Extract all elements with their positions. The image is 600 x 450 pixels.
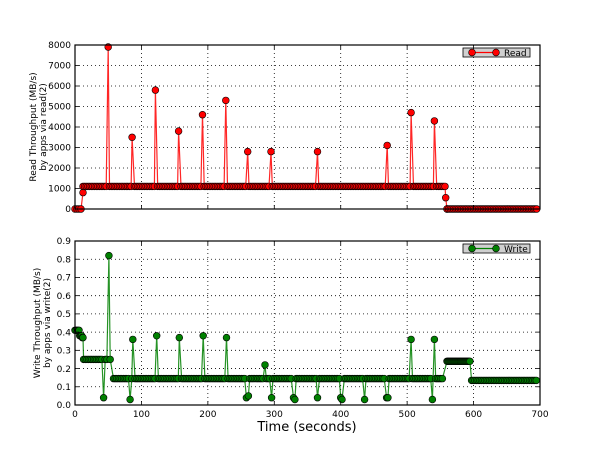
svg-text:0: 0 <box>65 205 71 215</box>
svg-text:0.2: 0.2 <box>57 365 71 375</box>
data-markers <box>71 251 540 404</box>
svg-text:2000: 2000 <box>48 164 71 174</box>
series-read <box>71 43 541 213</box>
svg-text:1000: 1000 <box>48 185 71 195</box>
svg-text:0.0: 0.0 <box>57 401 72 411</box>
svg-text:0.8: 0.8 <box>57 255 72 265</box>
svg-text:0.5: 0.5 <box>57 310 71 320</box>
svg-text:8000: 8000 <box>48 41 71 51</box>
svg-text:500: 500 <box>399 410 416 420</box>
tick-marks <box>74 240 541 406</box>
svg-text:4000: 4000 <box>48 123 71 133</box>
data-markers <box>71 43 541 213</box>
legend-marker-icon <box>492 48 500 57</box>
y-tick-labels: 0 1000 2000 3000 4000 5000 6000 7000 8000 <box>48 41 71 215</box>
read-throughput-chart: Read 0 1000 2000 3000 4000 5000 6000 7000 8000 Rea… <box>29 41 541 215</box>
y-axis-label: Write Throughput (MB/s)by apps via write… <box>33 268 53 378</box>
legend-read: Read <box>462 47 531 59</box>
svg-text:0.9: 0.9 <box>57 237 72 247</box>
svg-text:0.1: 0.1 <box>57 383 71 393</box>
y-tick-labels: 0.0 0.1 0.2 0.3 0.4 0.5 0.6 0.7 0.8 0.9 <box>57 237 72 411</box>
legend-label: Write <box>504 245 528 255</box>
svg-text:0: 0 <box>72 410 78 420</box>
svg-text:6000: 6000 <box>48 82 71 92</box>
svg-text:5000: 5000 <box>48 103 71 113</box>
y-axis-label: Read Throughput (MB/s)by apps via read(2… <box>29 72 49 181</box>
write-throughput-chart: Write 0.0 0.1 0.2 0.3 0.4 0.5 0.6 0.7 0.8 0.9 0 100 2… <box>33 237 549 420</box>
svg-text:700: 700 <box>531 410 548 420</box>
svg-text:600: 600 <box>465 410 482 420</box>
series-write <box>71 251 540 404</box>
svg-text:0.3: 0.3 <box>57 347 71 357</box>
legend-marker-icon <box>492 244 500 253</box>
x-axis-label: Time (seconds) <box>256 420 356 435</box>
legend-label: Read <box>504 49 527 59</box>
svg-text:0.4: 0.4 <box>57 328 72 338</box>
legend-marker-icon <box>468 48 476 57</box>
svg-text:300: 300 <box>266 410 283 420</box>
svg-text:200: 200 <box>199 410 216 420</box>
legend-write: Write <box>462 243 531 255</box>
svg-text:400: 400 <box>332 410 349 420</box>
svg-text:3000: 3000 <box>48 144 71 154</box>
axes-frame <box>74 240 541 406</box>
svg-text:0.7: 0.7 <box>57 274 71 284</box>
tick-marks <box>74 44 541 210</box>
x-tick-labels: 0 100 200 300 400 500 600 700 <box>72 410 549 420</box>
svg-text:100: 100 <box>133 410 150 420</box>
legend-marker-icon <box>468 244 476 253</box>
svg-text:7000: 7000 <box>48 62 71 72</box>
svg-text:0.6: 0.6 <box>57 292 72 302</box>
